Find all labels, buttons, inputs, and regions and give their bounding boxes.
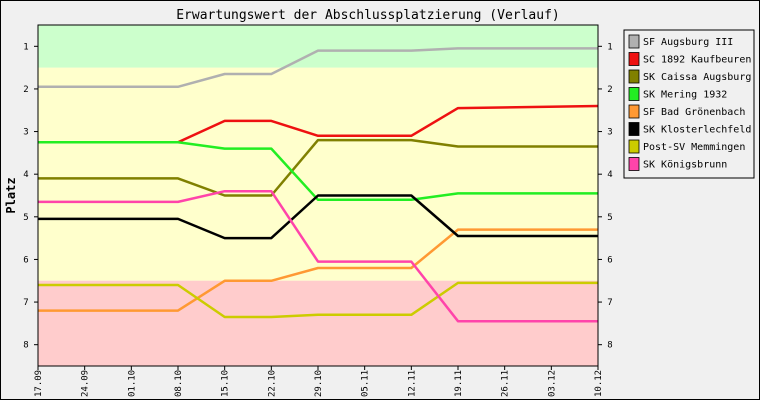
y-tick-left-label: 7 — [23, 298, 28, 308]
x-tick-label: 12.11 — [407, 370, 417, 397]
legend: SF Augsburg III SC 1892 Kaufbeuren SK Cais… — [623, 29, 755, 179]
legend-swatch-7 — [628, 139, 640, 154]
legend-label-7: Post-SV Memmingen — [643, 142, 745, 153]
y-tick-left-label: 1 — [23, 42, 28, 52]
y-tick-left-label: 4 — [23, 170, 28, 180]
legend-swatch-5 — [628, 104, 640, 119]
legend-label-8: SK Königsbrunn — [643, 160, 727, 171]
x-tick-label: 03.12 — [547, 370, 557, 397]
x-tick-label: 10.12 — [594, 370, 604, 397]
legend-swatch-2 — [628, 52, 640, 66]
series-line-5 — [38, 228, 598, 312]
series-line-4 — [38, 140, 598, 202]
legend-swatch-8 — [628, 157, 640, 171]
x-tick-label: 01.10 — [127, 370, 137, 397]
x-tick-label: 22.10 — [267, 370, 277, 397]
chart-title: Erwartungswert der Abschlussplatzierung … — [176, 8, 560, 23]
x-tick-label: 17.09 — [34, 370, 44, 397]
series-line-6 — [38, 194, 598, 240]
y-tick-left-label: 5 — [23, 213, 28, 223]
series-lines — [38, 47, 599, 323]
series-line-8 — [38, 189, 598, 323]
x-tick-label: 19.11 — [454, 370, 464, 397]
series-line-1 — [38, 47, 598, 89]
background-zone-2 — [38, 67, 598, 281]
x-tick-label: 05.11 — [361, 370, 371, 397]
y-tick-right-label: 8 — [607, 341, 612, 351]
y-tick-right-label: 4 — [607, 170, 612, 180]
series-line-3 — [38, 138, 598, 197]
legend-label-4: SK Mering 1932 — [643, 90, 727, 101]
y-tick-right-label: 5 — [607, 213, 612, 223]
legend-label-2: SC 1892 Kaufbeuren — [643, 55, 751, 66]
x-tick-label: 24.09 — [81, 370, 91, 397]
x-tick-label: 08.10 — [174, 370, 184, 397]
legend-label-1: SF Augsburg III — [643, 37, 733, 48]
legend-box — [623, 29, 755, 179]
legend-label-6: SK Klosterlechfeld — [643, 125, 751, 136]
background-zone-1 — [38, 25, 598, 68]
background-zones — [38, 25, 598, 366]
y-tick-right-label: 6 — [607, 255, 612, 265]
legend-label-5: SF Bad Grönenbach — [643, 107, 745, 118]
y-tick-right-label: 2 — [607, 85, 612, 95]
y-tick-left-label: 3 — [23, 128, 28, 138]
legend-swatch-6 — [628, 122, 640, 136]
x-axis-ticks: 17.09 24.09 01.10 08.10 15.10 22.10 29.10 05.11… — [34, 366, 604, 397]
y-tick-right-label: 3 — [607, 128, 612, 138]
legend-swatch-4 — [628, 87, 640, 101]
x-tick-label: 29.10 — [314, 370, 324, 397]
y-axis-ticks: 1 1 2 2 3 3 4 4 5 5 6 6 7 7 8 8 — [23, 42, 612, 350]
y-axis-label: Platz — [4, 177, 18, 213]
x-tick-label: 15.10 — [221, 370, 231, 397]
y-tick-left-label: 8 — [23, 341, 28, 351]
series-line-7 — [38, 281, 598, 319]
y-tick-right-label: 1 — [607, 42, 612, 52]
y-tick-left-label: 2 — [23, 85, 28, 95]
y-tick-left-label: 6 — [23, 255, 28, 265]
y-tick-right-label: 7 — [607, 298, 612, 308]
legend-swatch-1 — [628, 34, 640, 49]
legend-swatch-3 — [628, 69, 640, 84]
series-line-2 — [38, 104, 599, 144]
x-tick-label: 26.11 — [501, 370, 511, 397]
background-zone-3 — [38, 280, 598, 366]
legend-label-3: SK Caissa Augsburg — [643, 72, 751, 83]
